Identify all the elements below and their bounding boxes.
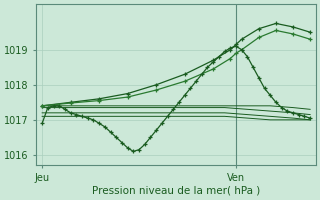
X-axis label: Pression niveau de la mer( hPa ): Pression niveau de la mer( hPa ) bbox=[92, 186, 260, 196]
